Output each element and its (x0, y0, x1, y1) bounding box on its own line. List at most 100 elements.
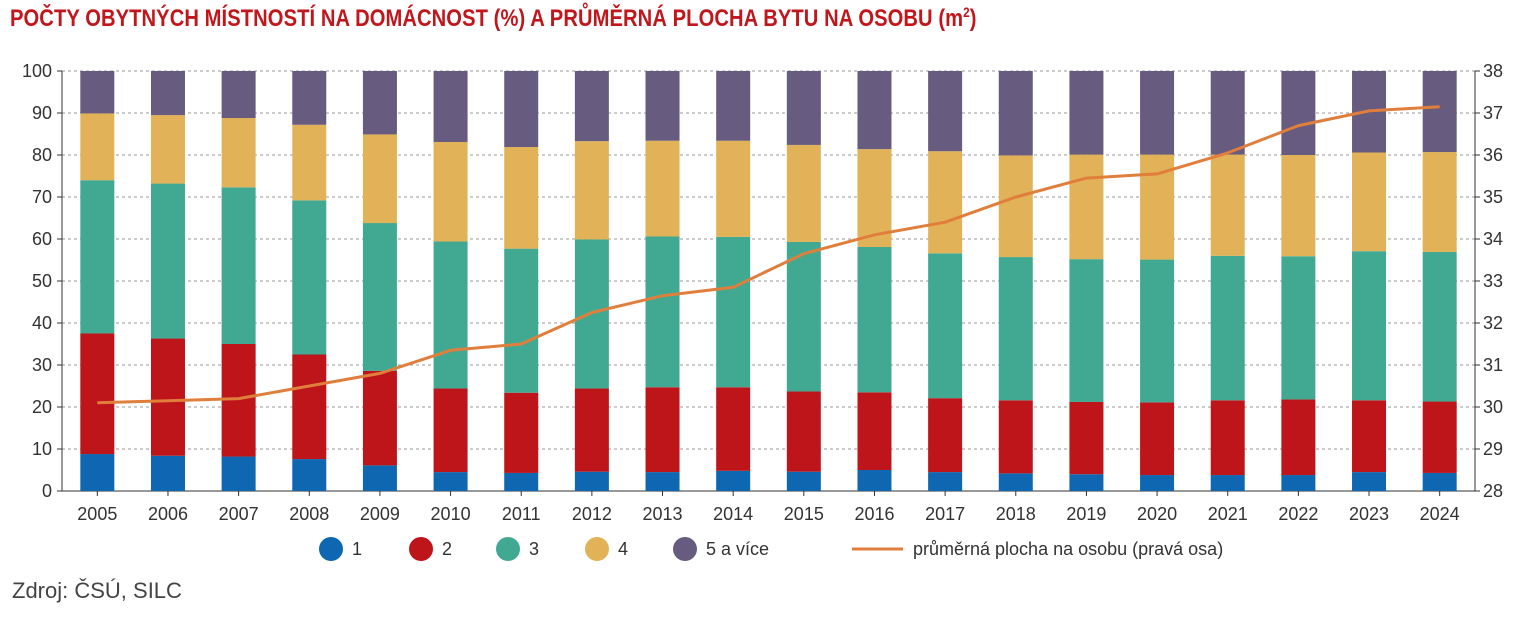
bar-segment-5-a-více (1069, 71, 1104, 155)
legend-marker-2 (409, 537, 433, 561)
legend-label: 3 (529, 539, 539, 559)
bar-segment-5-a-více (221, 71, 256, 119)
bar-segment-5-a-více (504, 71, 539, 148)
bar-segment-1 (998, 473, 1033, 491)
bar-segment-4 (1210, 154, 1245, 256)
bar-segment-1 (857, 470, 892, 491)
right-y-tick-label: 32 (1483, 313, 1503, 333)
bar-segment-4 (716, 140, 751, 237)
bar-segment-3 (292, 200, 327, 355)
bar-segment-4 (645, 140, 680, 237)
x-tick-label: 2011 (502, 504, 541, 524)
bar-segment-3 (1281, 256, 1316, 400)
bar-segment-2 (645, 387, 680, 473)
bar-segment-4 (433, 141, 468, 242)
legend-marker-4 (585, 537, 609, 561)
legend-marker-5-a-více (673, 537, 697, 561)
x-tick-label: 2005 (77, 504, 117, 524)
bar-segment-2 (857, 392, 892, 470)
x-tick-label: 2021 (1208, 504, 1248, 524)
bar-segment-5-a-více (1422, 71, 1457, 153)
right-y-tick-label: 34 (1483, 229, 1503, 249)
bar-segment-3 (150, 183, 185, 339)
legend-label: 2 (442, 539, 452, 559)
left-y-tick-label: 70 (32, 187, 52, 207)
bar-segment-1 (716, 470, 751, 491)
x-tick-label: 2022 (1278, 504, 1318, 524)
bar-segment-2 (1140, 402, 1175, 476)
bar-segment-1 (786, 471, 821, 491)
chart-title-superscript: 2 (963, 4, 970, 20)
bar-segment-4 (221, 118, 256, 188)
left-y-tick-label: 50 (32, 271, 52, 291)
bar-segment-4 (786, 144, 821, 242)
left-y-tick-label: 80 (32, 145, 52, 165)
x-tick-label: 2010 (431, 504, 471, 524)
bar-segment-1 (362, 465, 397, 491)
x-tick-label: 2020 (1137, 504, 1177, 524)
left-y-tick-label: 30 (32, 355, 52, 375)
right-y-tick-label: 30 (1483, 397, 1503, 417)
bar-segment-2 (433, 388, 468, 473)
bar-segment-3 (1069, 259, 1104, 402)
bar-segment-4 (998, 155, 1033, 258)
bar-segment-3 (857, 246, 892, 393)
bar-segment-4 (292, 124, 327, 201)
source-note: Zdroj: ČSÚ, SILC (12, 578, 182, 603)
bar-segment-3 (1352, 251, 1387, 401)
bar-segment-3 (362, 223, 397, 371)
bar-segment-5-a-více (292, 71, 327, 125)
bar-segment-2 (1352, 400, 1387, 473)
bar-segment-1 (928, 472, 963, 491)
bar-segment-1 (574, 471, 609, 491)
right-y-tick-label: 33 (1483, 271, 1503, 291)
bar-segment-4 (362, 134, 397, 224)
left-y-tick-label: 10 (32, 439, 52, 459)
bar-segment-5-a-více (716, 71, 751, 141)
bar-segment-5-a-více (857, 71, 892, 150)
x-tick-label: 2017 (925, 504, 965, 524)
x-tick-label: 2019 (1066, 504, 1106, 524)
bar-segment-5-a-více (1210, 71, 1245, 155)
bar-segment-4 (1281, 155, 1316, 257)
x-tick-label: 2008 (289, 504, 329, 524)
bar-segment-5-a-více (80, 71, 115, 114)
x-tick-label: 2018 (996, 504, 1036, 524)
bar-segment-4 (928, 151, 963, 254)
bar-segment-3 (645, 236, 680, 388)
bar-segment-4 (574, 141, 609, 240)
bar-segment-1 (504, 472, 539, 491)
bar-segment-5-a-více (1281, 71, 1316, 155)
chart-title-main: POČTY OBYTNÝCH MÍSTNOSTÍ NA DOMÁCNOST (%… (10, 5, 964, 32)
bar-segment-5-a-více (150, 71, 185, 116)
bar-segment-3 (786, 241, 821, 392)
x-tick-label: 2009 (360, 504, 400, 524)
bar-segment-4 (1352, 152, 1387, 252)
right-y-tick-label: 38 (1483, 61, 1503, 81)
bar-segment-2 (998, 400, 1033, 474)
chart-title-end: ) (969, 5, 977, 32)
left-y-tick-label: 0 (42, 481, 52, 501)
legend-label: 1 (352, 539, 362, 559)
bar-segment-4 (1422, 152, 1457, 253)
bar-segment-1 (221, 456, 256, 491)
right-y-tick-label: 28 (1483, 481, 1503, 501)
bar-segment-2 (928, 398, 963, 473)
bar-segment-3 (1422, 252, 1457, 402)
bar-segment-2 (1422, 401, 1457, 473)
bar-segment-5-a-více (928, 71, 963, 152)
bar-segment-4 (80, 113, 115, 181)
bar-segment-3 (504, 248, 539, 393)
bar-segment-3 (716, 236, 751, 388)
x-tick-label: 2024 (1420, 504, 1460, 524)
bar-segment-2 (362, 370, 397, 466)
chart-title: POČTY OBYTNÝCH MÍSTNOSTÍ NA DOMÁCNOST (%… (10, 4, 977, 33)
bar-segment-1 (1140, 475, 1175, 491)
x-tick-label: 2023 (1349, 504, 1389, 524)
right-y-tick-label: 31 (1483, 355, 1503, 375)
bar-segment-3 (221, 187, 256, 344)
legend-label: 5 a více (706, 539, 769, 559)
right-y-tick-label: 29 (1483, 439, 1503, 459)
bar-segment-2 (292, 354, 327, 460)
